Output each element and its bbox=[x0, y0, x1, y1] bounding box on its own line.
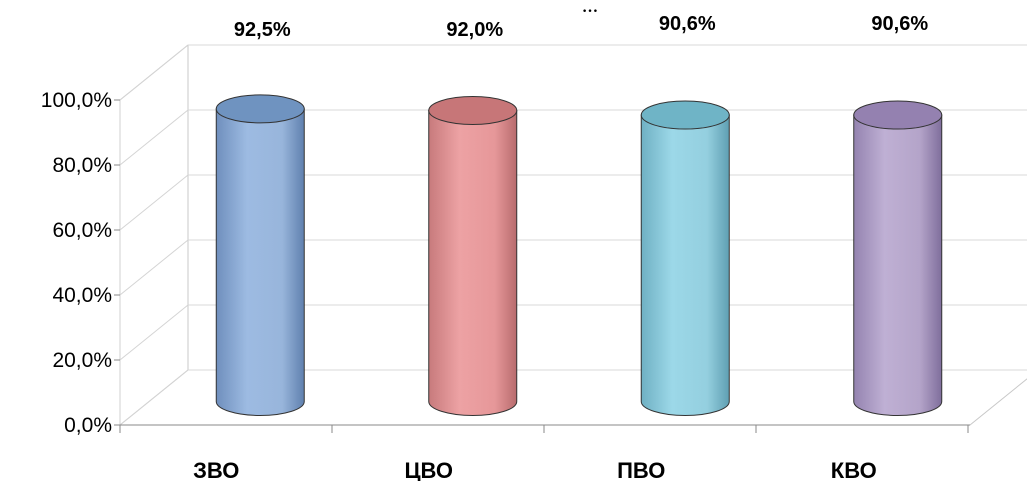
y-tick-label: 100,0% bbox=[41, 89, 112, 112]
bar-цво bbox=[428, 96, 518, 416]
y-tick-label: 0,0% bbox=[64, 414, 112, 437]
x-tick-label: КВО bbox=[831, 458, 877, 481]
data-label: 90,6% bbox=[871, 13, 928, 35]
data-label: 90,6% bbox=[659, 13, 716, 35]
gridline-side bbox=[119, 304, 189, 361]
bar-top bbox=[215, 94, 305, 124]
bar-top bbox=[428, 96, 518, 125]
bar-пво bbox=[640, 100, 730, 416]
bar-body bbox=[853, 114, 943, 416]
data-label: 92,0% bbox=[446, 19, 503, 41]
data-labels: 92,5% 92,0% 90,6% 90,6% bbox=[234, 13, 928, 41]
y-tick-label: 20,0% bbox=[52, 349, 112, 372]
gridline-side bbox=[119, 109, 189, 166]
x-tick-label: ЦВО bbox=[404, 458, 453, 481]
data-label: 92,5% bbox=[234, 19, 291, 41]
bar-body bbox=[215, 108, 305, 416]
gridline-side bbox=[119, 44, 189, 101]
y-tick-label: 80,0% bbox=[52, 154, 112, 177]
gridline-side bbox=[119, 239, 189, 296]
bar-кво bbox=[853, 100, 943, 416]
y-tick-label: 40,0% bbox=[52, 284, 112, 307]
bar-зво bbox=[215, 94, 305, 416]
x-tick-label: ЗВО bbox=[193, 458, 239, 481]
gridline-side bbox=[119, 369, 189, 426]
chart-title-fragment: … bbox=[582, 0, 598, 16]
bars bbox=[215, 94, 943, 416]
bar-body bbox=[428, 110, 518, 416]
y-axis-ticks: 0,0% 20,0% 40,0% 60,0% 80,0% 100,0% bbox=[41, 89, 120, 437]
bar-top bbox=[853, 100, 943, 130]
bar-body bbox=[640, 114, 730, 416]
x-tick-label: ПВО bbox=[617, 458, 665, 481]
bar-top bbox=[640, 100, 730, 130]
y-tick-label: 60,0% bbox=[52, 219, 112, 242]
x-axis: ЗВО ЦВО ПВО КВО bbox=[119, 424, 970, 483]
gridline-side bbox=[119, 174, 189, 231]
